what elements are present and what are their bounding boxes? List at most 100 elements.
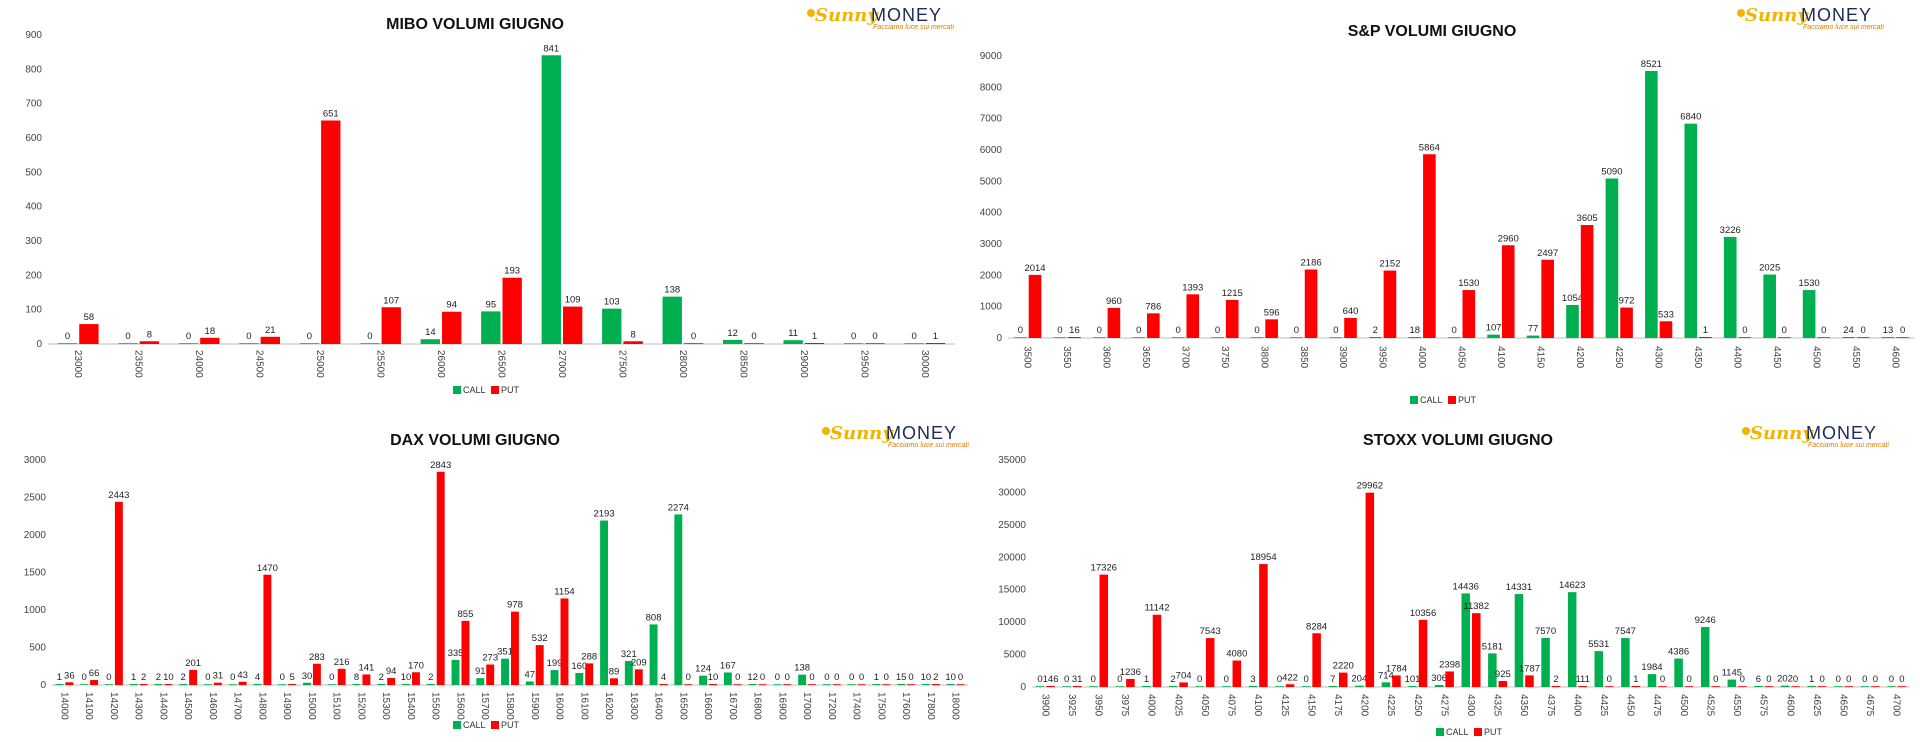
y-tick-label: 1000 bbox=[980, 302, 1003, 313]
bar-put bbox=[931, 684, 940, 685]
bar-put bbox=[744, 343, 764, 344]
bar-put bbox=[263, 574, 272, 685]
bar-call bbox=[1142, 686, 1151, 687]
bar-call bbox=[1408, 337, 1422, 338]
y-tick-label: 10000 bbox=[998, 617, 1026, 628]
x-tick-label: 16300 bbox=[628, 692, 639, 720]
y-tick-label: 1500 bbox=[24, 568, 47, 579]
x-tick-label: 14600 bbox=[207, 692, 218, 720]
data-label: 0 bbox=[1452, 325, 1457, 336]
bar-call bbox=[1802, 290, 1816, 338]
bar-put bbox=[1445, 671, 1454, 687]
data-label: 24 bbox=[1843, 325, 1854, 336]
x-tick-label: 15800 bbox=[504, 692, 515, 720]
logo-sunny-text: Sunny bbox=[1750, 423, 1814, 444]
data-label: 0 bbox=[1197, 674, 1202, 685]
data-label: 1054 bbox=[1562, 293, 1583, 304]
y-tick-label: 20000 bbox=[998, 552, 1026, 563]
x-tick-label: 4575 bbox=[1758, 694, 1769, 717]
bar-call bbox=[481, 311, 501, 344]
data-label: 1 bbox=[57, 672, 62, 683]
bar-put bbox=[1631, 686, 1641, 687]
data-label: 21 bbox=[265, 325, 276, 336]
data-label: 94 bbox=[446, 300, 457, 311]
data-label: 0 bbox=[911, 331, 916, 342]
data-label: 704 bbox=[1176, 670, 1192, 681]
bar-call bbox=[946, 684, 955, 685]
bar-call bbox=[1248, 686, 1258, 687]
data-label: 0 bbox=[1018, 325, 1023, 336]
bar-call bbox=[1621, 638, 1630, 687]
bar-call bbox=[57, 343, 78, 344]
bar-put bbox=[1659, 321, 1673, 338]
bar-put bbox=[1777, 337, 1791, 338]
data-label: 2398 bbox=[1439, 659, 1460, 670]
x-tick-label: 29500 bbox=[858, 350, 869, 378]
data-label: 0 bbox=[1821, 325, 1826, 336]
bar-put bbox=[1462, 290, 1476, 338]
legend-call-label: CALL bbox=[1420, 395, 1443, 405]
bar-call bbox=[1408, 686, 1417, 687]
bar-call bbox=[1700, 627, 1710, 687]
data-label: 1 bbox=[812, 331, 817, 342]
data-label: 66 bbox=[89, 668, 100, 679]
chart-panel-dax: DAX VOLUMI GIUGNO Sunny MONEY Facciamo luce… bbox=[0, 418, 980, 742]
x-tick-label: 16700 bbox=[727, 692, 738, 720]
data-label: 7547 bbox=[1615, 626, 1636, 637]
bar-call bbox=[822, 684, 831, 685]
data-label: 640 bbox=[1343, 306, 1359, 317]
chart-legend: CALL PUT bbox=[453, 385, 520, 395]
bar-put bbox=[90, 680, 99, 685]
data-label: 0 bbox=[1899, 674, 1904, 685]
bar-call bbox=[723, 339, 743, 344]
data-label: 12 bbox=[727, 328, 738, 339]
y-tick-label: 200 bbox=[25, 270, 42, 281]
bar-call bbox=[1487, 334, 1500, 338]
data-label: 201 bbox=[185, 658, 201, 669]
data-label: 0 bbox=[1254, 325, 1259, 336]
bar-call bbox=[1763, 274, 1776, 338]
x-tick-label: 4475 bbox=[1651, 694, 1662, 717]
x-tick-label: 4500 bbox=[1678, 694, 1689, 717]
bar-put bbox=[804, 343, 825, 344]
chart-panel-sp: S&P VOLUMI GIUGNO Sunny MONEY Facciamo luce… bbox=[960, 0, 1920, 410]
data-label: 0 bbox=[1740, 674, 1745, 685]
data-label: 714 bbox=[1378, 670, 1394, 681]
data-label: 14623 bbox=[1559, 580, 1585, 591]
data-label: 4 bbox=[255, 672, 260, 683]
x-tick-label: 4700 bbox=[1891, 694, 1902, 717]
data-label: 2 bbox=[181, 672, 186, 683]
x-tick-label: 14100 bbox=[83, 692, 94, 720]
data-label: 0 bbox=[1782, 325, 1787, 336]
bar-put bbox=[139, 341, 160, 344]
bar-call bbox=[278, 684, 287, 685]
bar-call bbox=[773, 684, 782, 685]
bar-call bbox=[541, 55, 561, 345]
y-tick-label: 4000 bbox=[980, 208, 1003, 219]
logo-money-text: MONEY bbox=[871, 5, 942, 25]
data-label: 0 bbox=[1117, 674, 1122, 685]
data-label: 1393 bbox=[1182, 282, 1203, 293]
y-tick-label: 0 bbox=[36, 339, 42, 350]
logo-tagline: Facciamo luce sui mercati bbox=[1803, 24, 1884, 31]
data-label: 0 bbox=[834, 672, 839, 683]
bar-put bbox=[1312, 633, 1321, 687]
bar-put bbox=[1764, 686, 1774, 687]
y-tick-label: 8000 bbox=[980, 82, 1003, 93]
bar-call bbox=[1381, 682, 1391, 687]
data-label: 0 bbox=[851, 331, 856, 342]
x-tick-label: 4200 bbox=[1359, 694, 1370, 717]
data-label: 89 bbox=[609, 666, 620, 677]
bar-call bbox=[1290, 337, 1303, 338]
x-tick-label: 4450 bbox=[1771, 346, 1782, 369]
logo-money-text: MONEY bbox=[886, 423, 957, 443]
x-tick-label: 16000 bbox=[554, 692, 565, 720]
bar-call bbox=[699, 675, 708, 685]
legend-call-swatch bbox=[453, 386, 461, 394]
bar-put bbox=[1232, 660, 1242, 687]
data-label: 10356 bbox=[1410, 608, 1436, 619]
data-label: 651 bbox=[323, 108, 339, 119]
data-label: 146 bbox=[1043, 674, 1059, 685]
